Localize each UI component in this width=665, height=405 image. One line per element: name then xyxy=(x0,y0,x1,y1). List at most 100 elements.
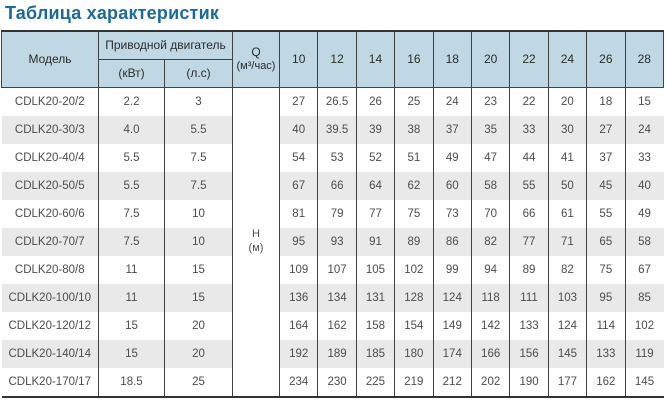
head-value-cell: 162 xyxy=(586,368,626,397)
model-cell: CDLK20-40/4 xyxy=(1,144,99,172)
characteristics-table: Модель Приводной двигатель Q (м³/час) 10… xyxy=(1,30,665,398)
head-value-cell: 219 xyxy=(394,368,434,397)
hp-cell: 15 xyxy=(164,284,233,312)
head-value-cell: 158 xyxy=(355,312,396,340)
head-value-cell: 79 xyxy=(317,200,357,228)
head-value-cell: 166 xyxy=(470,340,511,368)
header-row-top: Модель Приводной двигатель Q (м³/час) 10… xyxy=(1,30,665,88)
head-value-cell: 145 xyxy=(547,340,588,368)
head-value-cell: 26 xyxy=(355,87,396,116)
head-value-cell: 81 xyxy=(278,200,319,228)
head-value-cell: 25 xyxy=(394,87,434,116)
head-value-cell: 49 xyxy=(624,200,664,228)
table-header: Модель Приводной двигатель Q (м³/час) 10… xyxy=(1,30,665,88)
head-value-cell: 118 xyxy=(470,284,511,312)
head-value-cell: 93 xyxy=(317,228,357,256)
head-value-cell: 124 xyxy=(547,312,588,340)
head-value-cell: 180 xyxy=(394,340,434,368)
model-cell: CDLK20-20/2 xyxy=(1,87,99,116)
table-row: CDLK20-70/7 7.5 10 95 93 91 89 86 82 77 71 65 58 xyxy=(1,228,664,256)
head-symbol: Н xyxy=(252,228,260,241)
hp-cell: 20 xyxy=(164,312,233,340)
flow-unit: (м³/час) xyxy=(236,60,276,73)
head-value-cell: 38 xyxy=(394,116,434,144)
table-row: CDLK20-60/6 7.5 10 81 79 77 75 73 70 66 61 55 49 xyxy=(1,200,664,228)
head-value-cell: 51 xyxy=(394,144,434,172)
head-value-cell: 58 xyxy=(470,172,511,200)
table-row: CDLK20-140/14 15 20 192 189 185 180 174 166 156 14… xyxy=(1,340,664,368)
head-value-cell: 49 xyxy=(432,144,472,172)
model-cell: CDLK20-60/6 xyxy=(1,200,99,228)
kw-cell: 4.0 xyxy=(98,116,165,144)
head-value-cell: 33 xyxy=(624,144,664,172)
head-value-cell: 119 xyxy=(624,340,664,368)
kw-cell: 15 xyxy=(98,340,165,368)
page-title: Таблица характеристик xyxy=(5,3,220,23)
head-value-cell: 190 xyxy=(509,368,549,397)
model-cell: CDLK20-100/10 xyxy=(1,284,99,312)
hp-cell: 10 xyxy=(164,200,233,228)
head-value-cell: 66 xyxy=(509,200,549,228)
model-cell: CDLK20-30/3 xyxy=(1,116,99,144)
kw-cell: 11 xyxy=(98,284,165,312)
table-row: CDLK20-40/4 5.5 7.5 54 53 52 51 49 47 44 41 37 33 xyxy=(1,144,664,172)
head-value-cell: 47 xyxy=(470,144,511,172)
head-value-cell: 45 xyxy=(586,172,626,200)
head-value-cell: 77 xyxy=(509,228,549,256)
hp-cell: 15 xyxy=(164,256,233,284)
column-header-model: Модель xyxy=(1,30,99,88)
head-value-cell: 134 xyxy=(317,284,357,312)
head-value-cell: 75 xyxy=(394,200,434,228)
head-value-cell: 133 xyxy=(586,340,626,368)
head-value-cell: 212 xyxy=(432,368,472,397)
head-value-cell: 27 xyxy=(278,87,319,116)
model-cell: CDLK20-50/5 xyxy=(1,172,99,200)
head-value-cell: 102 xyxy=(394,256,434,284)
flow-col-header: 16 xyxy=(394,30,434,88)
head-value-cell: 89 xyxy=(509,256,549,284)
head-value-cell: 39.5 xyxy=(317,116,357,144)
head-value-cell: 174 xyxy=(432,340,472,368)
table-row: CDLK20-50/5 5.5 7.5 67 66 64 62 60 58 55 50 45 40 xyxy=(1,172,664,200)
head-value-cell: 192 xyxy=(278,340,319,368)
head-value-cell: 41 xyxy=(547,144,588,172)
head-value-cell: 136 xyxy=(278,284,319,312)
table-row: CDLK20-170/17 18.5 25 234 230 225 219 212 202 190… xyxy=(1,368,664,397)
column-header-flow: Q (м³/час) xyxy=(232,30,280,88)
table-row: CDLK20-80/8 11 15 109 107 105 102 99 94 89 82 75 67 xyxy=(1,256,664,284)
head-value-cell: 177 xyxy=(547,368,588,397)
head-value-cell: 230 xyxy=(317,368,357,397)
head-value-cell: 142 xyxy=(470,312,511,340)
head-value-cell: 30 xyxy=(547,116,588,144)
head-value-cell: 53 xyxy=(317,144,357,172)
table-row: CDLK20-120/12 15 20 164 162 158 154 149 142 133 12… xyxy=(1,312,664,340)
flow-col-header: 18 xyxy=(432,30,472,88)
head-value-cell: 62 xyxy=(394,172,434,200)
column-header-motor-group: Приводной двигатель xyxy=(98,30,233,60)
flow-symbol: Q xyxy=(251,45,261,60)
head-value-cell: 67 xyxy=(624,256,664,284)
head-value-cell: 185 xyxy=(355,340,396,368)
hp-cell: 5.5 xyxy=(164,116,233,144)
kw-cell: 15 xyxy=(98,312,165,340)
head-value-cell: 64 xyxy=(355,172,396,200)
column-header-kw: (кВт) xyxy=(98,59,165,88)
head-value-cell: 156 xyxy=(509,340,549,368)
head-value-cell: 75 xyxy=(586,256,626,284)
head-unit: (м) xyxy=(248,242,264,254)
head-value-cell: 85 xyxy=(624,284,664,312)
head-value-cell: 71 xyxy=(547,228,588,256)
head-value-cell: 54 xyxy=(278,144,319,172)
kw-cell: 18.5 xyxy=(98,368,165,397)
head-value-cell: 95 xyxy=(586,284,626,312)
head-value-cell: 77 xyxy=(355,200,396,228)
head-value-cell: 114 xyxy=(586,312,626,340)
head-value-cell: 103 xyxy=(547,284,588,312)
head-value-cell: 202 xyxy=(470,368,511,397)
model-cell: CDLK20-140/14 xyxy=(1,340,99,368)
head-value-cell: 107 xyxy=(317,256,357,284)
head-value-cell: 149 xyxy=(432,312,472,340)
hp-cell: 7.5 xyxy=(164,144,233,172)
flow-col-header: 26 xyxy=(586,30,626,88)
